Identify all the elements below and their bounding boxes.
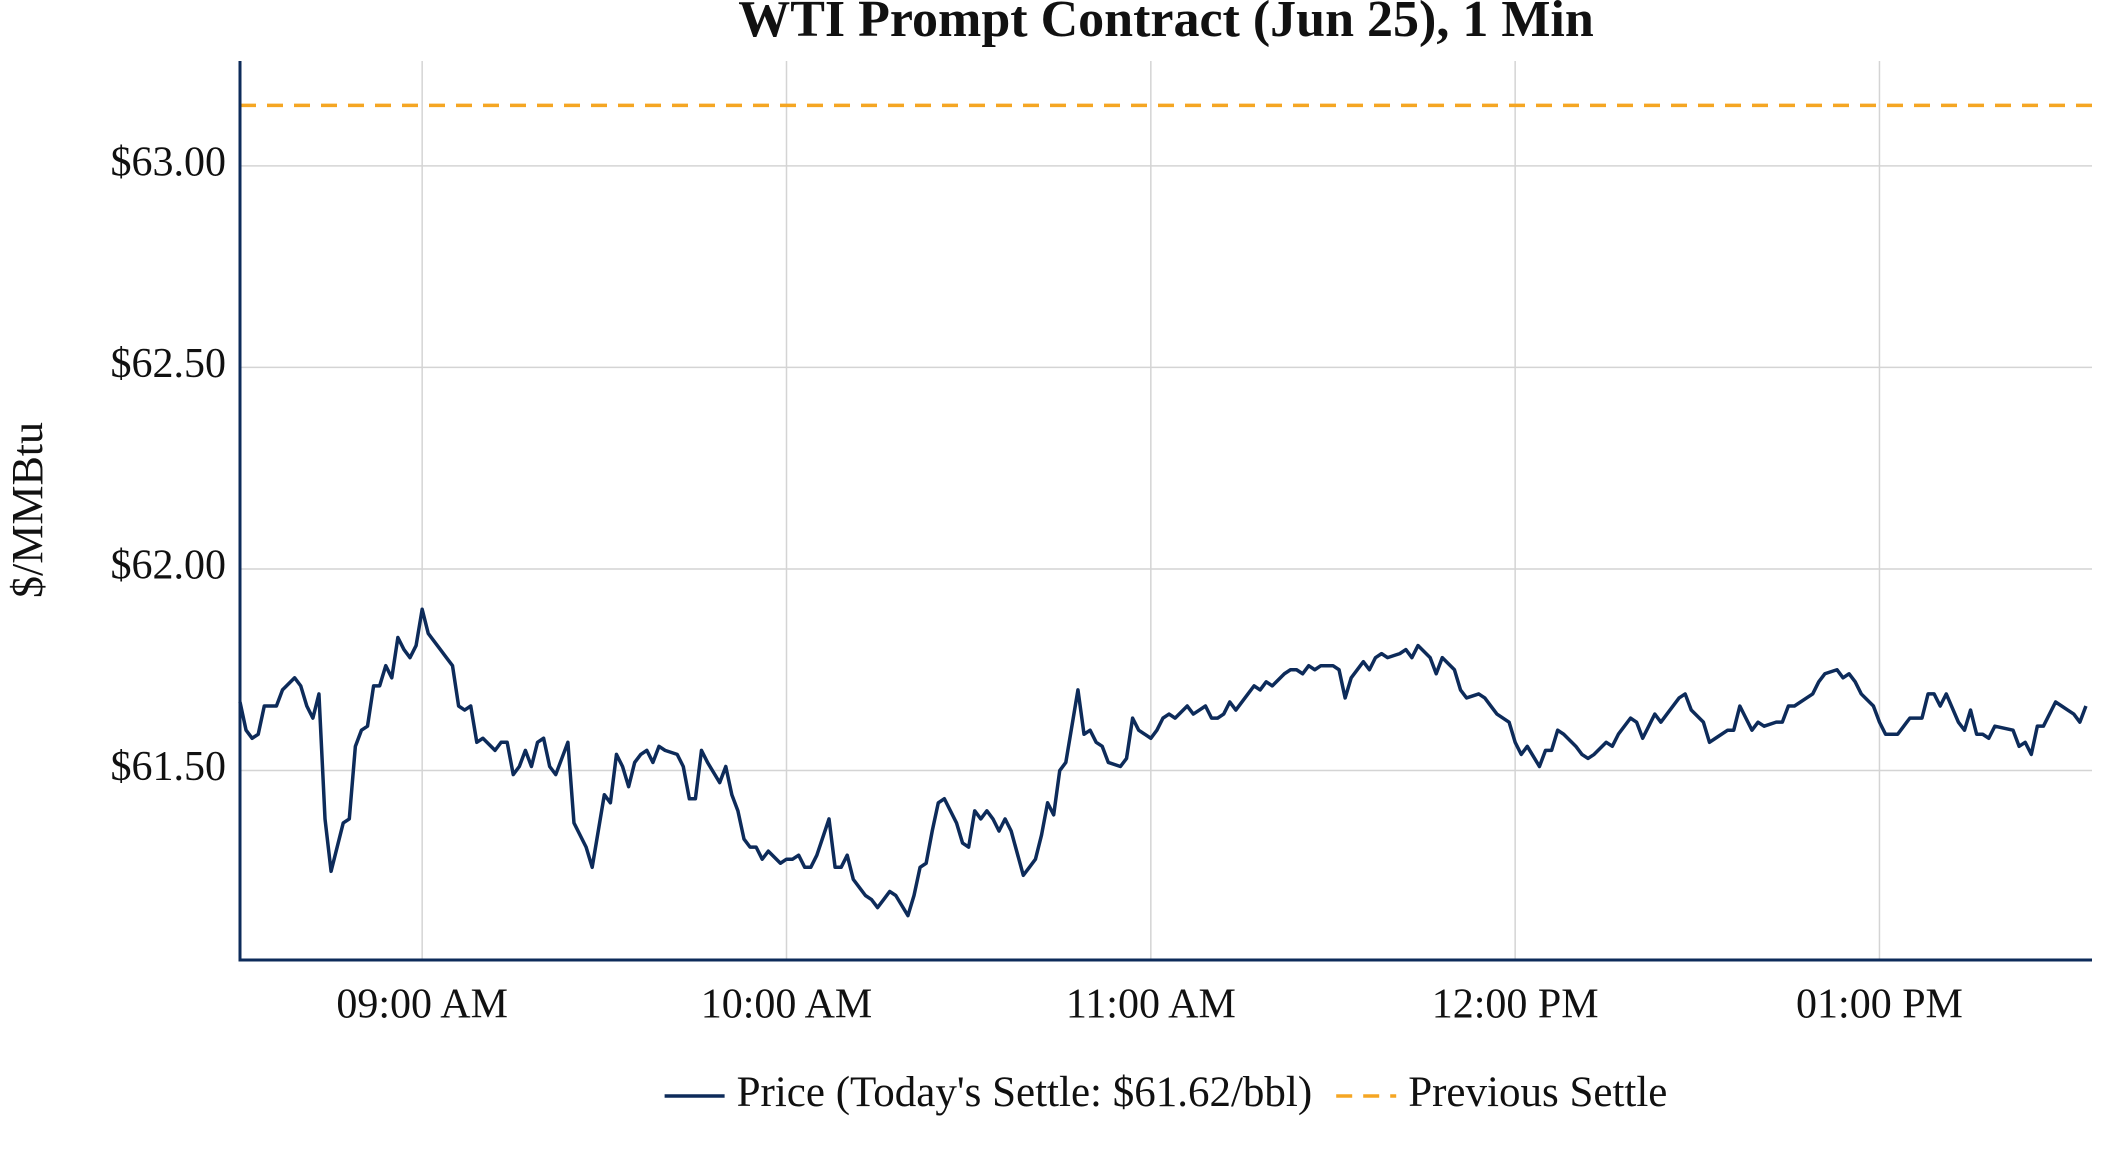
chart-title: WTI Prompt Contract (Jun 25), 1 Min <box>738 0 1594 48</box>
x-tick-label: 10:00 AM <box>701 982 873 1028</box>
legend-label: Price (Today's Settle: $61.62/bbl) <box>737 1069 1313 1116</box>
x-tick-label: 11:00 AM <box>1066 982 1236 1028</box>
x-tick-label: 12:00 PM <box>1432 982 1599 1028</box>
price-line <box>238 607 2088 918</box>
y-tick-label: $62.50 <box>111 341 227 387</box>
y-tick-label: $61.50 <box>111 744 227 790</box>
y-tick-label: $63.00 <box>111 139 227 185</box>
y-tick-label: $62.00 <box>111 543 227 589</box>
legend: Price (Today's Settle: $61.62/bbl) Previo… <box>664 1069 1667 1116</box>
y-axis-label: $/MMBtu <box>3 422 52 598</box>
legend-label: Previous Settle <box>1408 1069 1667 1116</box>
x-tick-label: 09:00 AM <box>336 982 508 1028</box>
x-tick-label: 01:00 PM <box>1796 982 1963 1028</box>
